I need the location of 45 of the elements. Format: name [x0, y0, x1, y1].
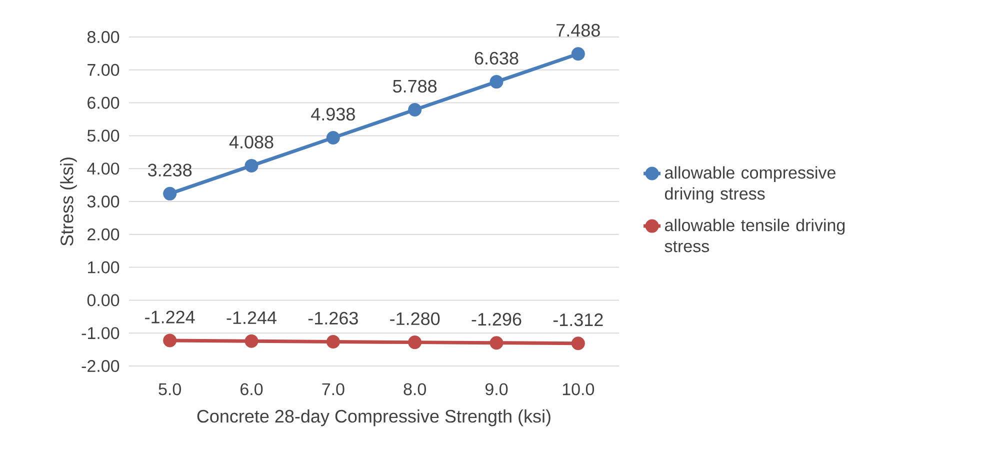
point: [163, 334, 177, 348]
point: [571, 47, 585, 61]
data-label: -1.296: [472, 312, 522, 326]
y-tick-label: 8.00: [87, 30, 120, 44]
data-label: 6.638: [474, 52, 518, 65]
y-tick-label: -2.00: [82, 360, 120, 372]
point: [326, 130, 340, 144]
x-tick-label: 6.0: [240, 383, 263, 396]
y-tick-label: 5.00: [87, 130, 120, 142]
point: [408, 103, 422, 117]
data-label: 4.938: [311, 108, 355, 121]
x-tick-label: 10.0: [562, 383, 594, 396]
y-tick-label: 0.00: [87, 294, 120, 306]
y-axis-title: Stress (ksi): [60, 158, 77, 246]
y-tick-label: 4.00: [87, 162, 120, 175]
y-tick-label: 7.00: [88, 64, 120, 76]
point: [490, 75, 504, 89]
data-label: -1.263: [308, 312, 358, 325]
x-tick-label: 7.0: [322, 383, 344, 396]
data-label: -1.312: [553, 313, 603, 326]
point: [571, 336, 585, 350]
x-axis-title: Concrete 28-day Compressive Strength (ksi): [197, 409, 550, 426]
y-tick-label: 6.00: [88, 96, 120, 109]
data-label: 3.238: [148, 164, 192, 176]
point: [490, 336, 504, 350]
y-tick-label: 3.00: [87, 195, 120, 208]
y-tick-label: 1.00: [88, 261, 120, 274]
legend-label: allowable tensile driving stress: [664, 218, 845, 252]
data-label: 4.088: [229, 136, 274, 148]
data-label: 5.788: [393, 80, 437, 93]
point: [408, 336, 422, 350]
point: [163, 186, 177, 200]
x-tick-label: 9.0: [485, 383, 508, 396]
point: [244, 334, 258, 348]
data-label: -1.280: [390, 312, 440, 326]
y-tick-label: -1.00: [82, 327, 120, 340]
y-tick-label: 2.00: [88, 228, 120, 240]
legend-label: allowable compressive driving stress: [665, 166, 836, 204]
data-label: -1.224: [145, 310, 195, 324]
data-label: 7.488: [556, 24, 600, 37]
x-tick-label: 8.0: [404, 383, 426, 396]
x-tick-label: 5.0: [158, 383, 181, 396]
point: [244, 158, 258, 172]
data-label: -1.244: [226, 311, 276, 324]
point: [326, 335, 340, 348]
